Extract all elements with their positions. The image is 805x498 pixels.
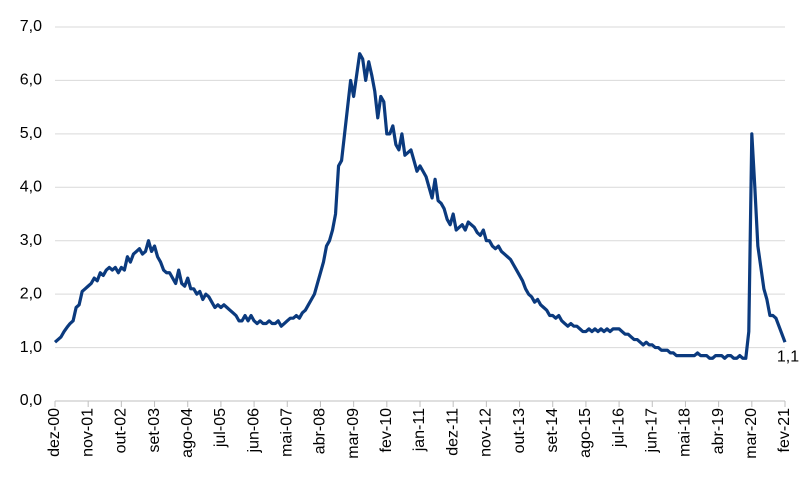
y-tick-label: 3,0	[20, 232, 42, 249]
x-tick-label: mai-07	[278, 408, 295, 457]
x-tick-label: out-13	[511, 408, 528, 453]
y-tick-label: 6,0	[20, 72, 42, 89]
x-tick-label: dez-11	[444, 408, 461, 456]
y-tick-label: 5,0	[20, 125, 42, 142]
y-tick-label: 2,0	[20, 285, 42, 302]
y-tick-label: 4,0	[20, 179, 42, 196]
x-tick-label: fev-21	[776, 408, 793, 453]
x-tick-label: jun-06	[245, 408, 262, 454]
x-tick-label: fev-10	[378, 408, 395, 453]
y-tick-label: 0,0	[20, 392, 42, 409]
x-tick-label: ago-04	[179, 408, 196, 458]
y-tick-label: 7,0	[20, 18, 42, 35]
x-tick-label: dez-00	[46, 408, 63, 457]
x-tick-label: set-03	[146, 408, 163, 453]
x-tick-label: jun-17	[643, 408, 660, 454]
x-tick-label: out-02	[113, 408, 130, 453]
y-tick-label: 1,0	[20, 339, 42, 356]
x-tick-label: nov-01	[79, 408, 96, 457]
series-line	[53, 52, 787, 360]
x-tick-label: mar-20	[743, 408, 760, 459]
x-tick-label: mai-18	[677, 408, 694, 457]
x-tick-label: mar-09	[345, 408, 362, 459]
data-label: 1,1	[777, 348, 799, 365]
x-tick-label: jul-16	[610, 408, 627, 448]
x-tick-label: set-14	[544, 408, 561, 453]
x-tick-label: jul-05	[212, 408, 229, 448]
x-tick-label: jan-11	[411, 408, 428, 452]
x-tick-label: nov-12	[478, 408, 495, 457]
x-tick-label: abr-08	[312, 408, 329, 454]
x-tick-label: abr-19	[710, 408, 727, 454]
x-tick-label: ago-15	[577, 408, 594, 458]
